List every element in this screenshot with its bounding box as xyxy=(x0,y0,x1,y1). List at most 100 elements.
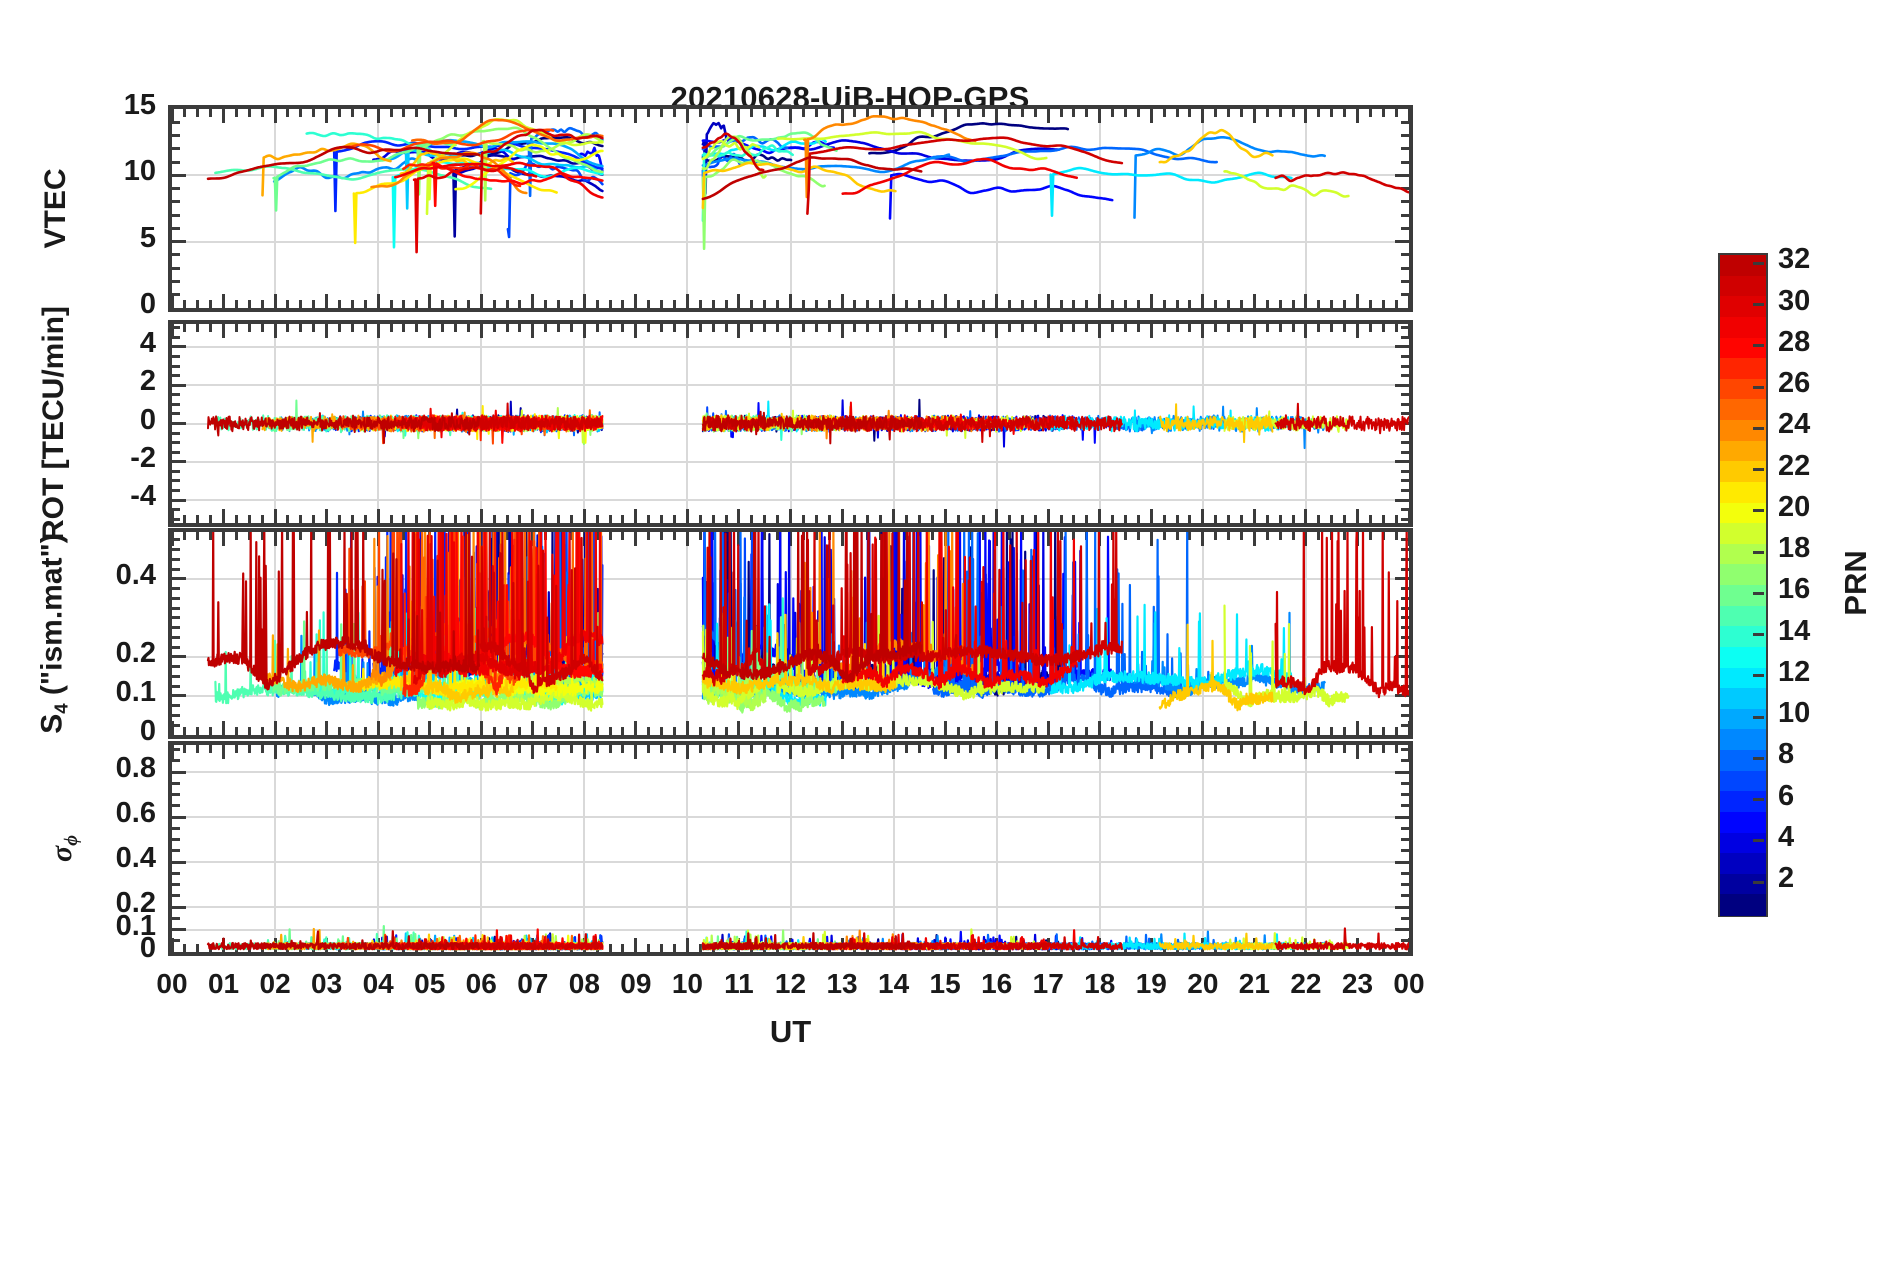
axis-tick-y xyxy=(1401,883,1409,886)
axis-tick-x xyxy=(776,109,780,117)
axis-tick-x xyxy=(1214,745,1218,753)
colorbar-segment xyxy=(1720,667,1766,689)
colorbar-tick-label: 4 xyxy=(1778,820,1795,853)
axis-tick-x xyxy=(376,294,380,308)
series-line xyxy=(412,166,538,254)
series-line xyxy=(841,532,1078,690)
colorbar-segment xyxy=(1720,564,1766,586)
axis-tick-y xyxy=(172,939,180,943)
colorbar-tick-mark xyxy=(1753,261,1764,265)
axis-tick-x xyxy=(1265,727,1269,735)
axis-tick-y xyxy=(1401,781,1409,785)
axis-tick-x xyxy=(969,109,973,117)
colorbar-segment xyxy=(1720,296,1766,318)
axis-tick-x xyxy=(982,727,986,735)
axis-tick-x xyxy=(286,515,290,523)
axis-tick-y xyxy=(172,694,186,698)
axis-tick-y xyxy=(172,684,180,688)
axis-tick-x xyxy=(995,745,999,759)
colorbar-segment xyxy=(1720,358,1766,380)
axis-tick-x xyxy=(827,324,831,332)
axis-tick-y xyxy=(172,538,180,542)
axis-tick-x xyxy=(763,300,767,308)
axis-tick-x xyxy=(1098,324,1102,338)
axis-tick-y xyxy=(172,147,180,151)
axis-tick-x xyxy=(544,109,548,117)
axis-tick-x xyxy=(956,300,960,308)
colorbar-tick-label: 10 xyxy=(1778,697,1811,730)
axis-tick-x xyxy=(402,515,406,523)
axis-tick-x xyxy=(286,109,290,117)
series-line xyxy=(868,122,1070,155)
axis-tick-y xyxy=(1401,147,1409,151)
axis-tick-x xyxy=(853,745,857,753)
axis-tick-x xyxy=(879,745,883,753)
axis-tick-x xyxy=(776,745,780,753)
axis-tick-x xyxy=(1124,324,1128,332)
axis-tick-x xyxy=(183,532,187,540)
axis-tick-x xyxy=(1214,300,1218,308)
axis-tick-x xyxy=(1304,294,1308,308)
axis-tick-x xyxy=(1136,727,1140,735)
series-line xyxy=(1158,128,1274,164)
axis-tick-y xyxy=(172,587,180,591)
axis-tick-y xyxy=(1401,567,1409,571)
axis-tick-x xyxy=(930,324,934,332)
axis-tick-y xyxy=(1401,538,1409,542)
axis-tick-x xyxy=(363,300,367,308)
axis-tick-y xyxy=(172,431,180,435)
axis-tick-x xyxy=(196,109,200,117)
y-tick-label-s4: 0.2 xyxy=(115,636,156,669)
axis-tick-x xyxy=(1020,515,1024,523)
axis-tick-x xyxy=(866,300,870,308)
axis-tick-x xyxy=(698,515,702,523)
axis-tick-x xyxy=(750,727,754,735)
series-line xyxy=(1274,171,1409,194)
axis-tick-x xyxy=(531,109,535,123)
axis-tick-x xyxy=(172,294,174,308)
axis-tick-x xyxy=(1124,745,1128,753)
gridline-horizontal xyxy=(172,577,1409,580)
series-line xyxy=(413,532,538,685)
axis-tick-x xyxy=(634,721,638,735)
colorbar-tick-label: 24 xyxy=(1778,408,1811,441)
axis-tick-y xyxy=(172,412,180,416)
axis-tick-x xyxy=(338,109,341,117)
series-line xyxy=(701,161,897,210)
axis-tick-x xyxy=(737,109,741,123)
series-line xyxy=(701,132,765,172)
axis-tick-x xyxy=(1111,745,1115,753)
axis-tick-y xyxy=(172,200,180,204)
axis-tick-x xyxy=(209,745,213,753)
axis-tick-x xyxy=(1394,109,1398,117)
x-tick-label: 02 xyxy=(259,968,291,999)
axis-tick-x xyxy=(1020,324,1024,332)
axis-tick-y xyxy=(172,450,180,454)
axis-tick-x xyxy=(982,300,986,308)
axis-tick-x xyxy=(892,509,896,523)
colorbar-segment xyxy=(1720,791,1766,813)
panel-sigma xyxy=(168,741,1413,956)
axis-tick-y xyxy=(172,240,186,244)
y-tick-label-vtec: 15 xyxy=(123,89,156,121)
axis-tick-x xyxy=(1381,515,1385,523)
axis-tick-x xyxy=(389,300,393,308)
axis-tick-y xyxy=(1401,704,1409,708)
axis-tick-x xyxy=(172,509,174,523)
series-line xyxy=(399,151,515,175)
axis-tick-x xyxy=(801,515,805,523)
colorbar-segment xyxy=(1720,502,1766,524)
axis-tick-x xyxy=(1046,509,1050,523)
axis-tick-x xyxy=(698,727,702,735)
axis-tick-x xyxy=(1098,509,1102,523)
axis-tick-x xyxy=(299,515,303,523)
axis-tick-x xyxy=(518,745,522,753)
axis-tick-y xyxy=(172,826,180,830)
axis-tick-x xyxy=(789,509,792,523)
axis-tick-x xyxy=(338,532,341,540)
axis-tick-x xyxy=(814,745,818,753)
axis-tick-y xyxy=(1401,374,1409,378)
x-tick-label: 07 xyxy=(517,968,549,999)
axis-tick-x xyxy=(1188,745,1192,753)
series-line xyxy=(1158,932,1274,951)
